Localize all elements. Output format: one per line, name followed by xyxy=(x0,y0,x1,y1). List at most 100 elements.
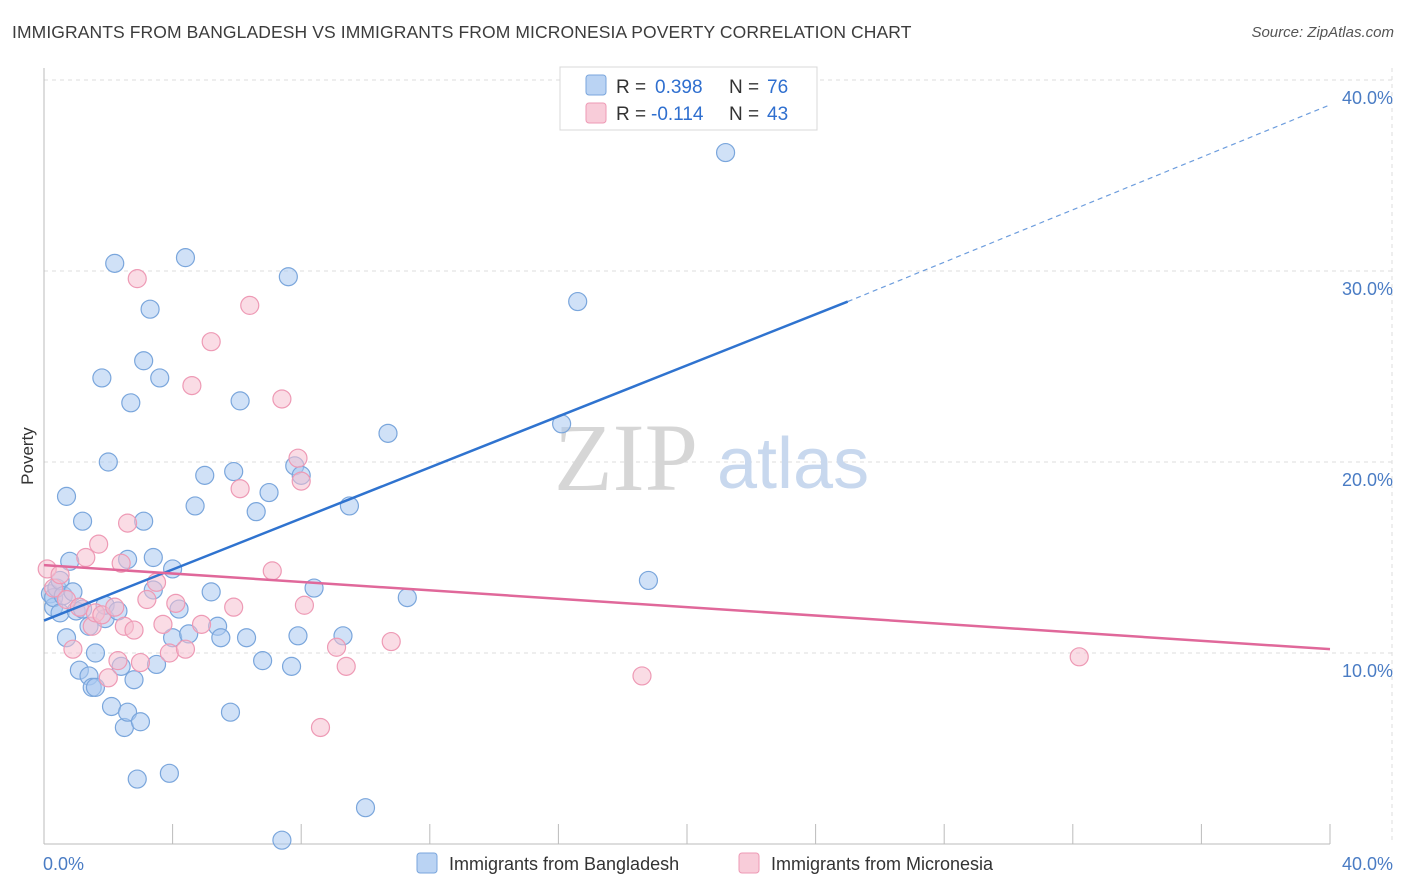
legend-n-value-bangladesh: 76 xyxy=(767,77,788,98)
watermark-atlas: atlas xyxy=(717,424,869,504)
points-layer xyxy=(37,142,1089,850)
bangladesh-point-41 xyxy=(150,368,170,388)
bangladesh-point-39 xyxy=(143,547,163,568)
chart-title: IMMIGRANTS FROM BANGLADESH VS IMMIGRANTS… xyxy=(12,22,912,42)
bangladesh-point-42 xyxy=(159,763,179,783)
micronesia-trend-line xyxy=(43,563,1331,651)
micronesia-point-11 xyxy=(98,668,118,688)
legend-n-value-micronesia: 43 xyxy=(767,104,788,125)
bangladesh-trend-extension xyxy=(847,104,1331,303)
bottom-legend-swatch-micronesia xyxy=(738,852,760,874)
bangladesh-point-48 xyxy=(185,496,205,516)
y-tick-label-2: 30.0% xyxy=(1342,279,1393,299)
bangladesh-point-31 xyxy=(121,393,141,413)
bangladesh-point-61 xyxy=(278,267,298,287)
bangladesh-point-74 xyxy=(638,570,659,591)
bangladesh-point-56 xyxy=(236,628,257,648)
watermark: ZIP atlas xyxy=(554,404,869,511)
y-axis-label: Poverty xyxy=(18,427,37,485)
bangladesh-point-32 xyxy=(124,670,144,690)
bottom-legend-label-bangladesh: Immigrants from Bangladesh xyxy=(449,854,679,874)
bangladesh-point-18 xyxy=(85,643,106,663)
legend-r-value-micronesia: -0.114 xyxy=(651,104,704,125)
legend-swatch-micronesia xyxy=(585,102,607,124)
bangladesh-point-73 xyxy=(568,291,588,312)
micronesia-point-35 xyxy=(291,471,311,491)
bangladesh-point-54 xyxy=(224,461,244,482)
bottom-legend: Immigrants from Bangladesh Immigrants fr… xyxy=(416,852,994,874)
bangladesh-point-62 xyxy=(281,656,302,676)
micronesia-point-22 xyxy=(153,614,173,634)
axes-layer xyxy=(43,68,1331,845)
bangladesh-point-59 xyxy=(259,482,279,503)
bangladesh-point-70 xyxy=(378,423,398,443)
legend-n-label-micronesia: N = xyxy=(729,104,759,125)
bangladesh-point-35 xyxy=(134,351,154,371)
x-tick-label-1: 40.0% xyxy=(1342,854,1393,874)
micronesia-point-4 xyxy=(63,639,83,659)
micronesia-point-36 xyxy=(294,595,315,615)
bangladesh-trend-line xyxy=(43,300,849,622)
legend-r-label-micronesia: R = xyxy=(616,104,646,125)
bangladesh-point-30 xyxy=(117,702,138,722)
x-tick-label-0: 0.0% xyxy=(43,854,84,874)
legend-r-label-bangladesh: R = xyxy=(616,77,646,98)
micronesia-point-26 xyxy=(182,376,202,396)
micronesia-point-41 xyxy=(632,666,652,686)
legend-n-label-bangladesh: N = xyxy=(729,77,759,98)
micronesia-point-33 xyxy=(272,389,292,409)
micronesia-point-27 xyxy=(191,614,212,634)
micronesia-point-2 xyxy=(50,565,70,585)
micronesia-point-16 xyxy=(117,513,138,533)
bangladesh-point-8 xyxy=(56,486,77,506)
micronesia-point-32 xyxy=(262,561,282,581)
bangladesh-point-52 xyxy=(211,628,231,648)
micronesia-point-38 xyxy=(326,637,347,657)
micronesia-point-42 xyxy=(1069,647,1089,667)
bangladesh-point-24 xyxy=(101,696,122,717)
micronesia-point-28 xyxy=(201,332,221,352)
micronesia-point-20 xyxy=(137,589,157,610)
bangladesh-point-33 xyxy=(127,769,147,789)
bangladesh-point-71 xyxy=(397,588,417,608)
micronesia-point-13 xyxy=(108,651,128,671)
y-tick-label-1: 20.0% xyxy=(1342,470,1393,490)
bottom-legend-swatch-bangladesh xyxy=(416,852,438,874)
bangladesh-point-36 xyxy=(134,511,154,531)
micronesia-point-17 xyxy=(124,620,144,640)
bangladesh-point-53 xyxy=(220,702,241,722)
bangladesh-point-46 xyxy=(175,248,196,268)
bangladesh-point-55 xyxy=(230,391,250,411)
micronesia-point-23 xyxy=(159,643,179,663)
micronesia-point-24 xyxy=(166,593,186,613)
bangladesh-point-57 xyxy=(246,502,266,522)
legend-r-value-bangladesh: 0.398 xyxy=(655,77,703,98)
grid-layer xyxy=(44,68,1393,844)
bangladesh-point-75 xyxy=(715,142,736,163)
micronesia-point-37 xyxy=(310,717,331,738)
bangladesh-point-60 xyxy=(272,830,292,850)
bottom-legend-label-micronesia: Immigrants from Micronesia xyxy=(771,854,994,874)
micronesia-point-30 xyxy=(230,479,250,499)
bangladesh-point-25 xyxy=(105,253,125,273)
bangladesh-point-23 xyxy=(98,452,118,472)
micronesia-point-39 xyxy=(336,656,356,676)
trend-layer xyxy=(43,104,1331,651)
bangladesh-point-37 xyxy=(140,299,160,319)
bangladesh-point-19 xyxy=(85,677,106,697)
legend-swatch-bangladesh xyxy=(585,74,607,96)
micronesia-point-34 xyxy=(288,448,308,468)
bangladesh-point-34 xyxy=(130,712,151,732)
micronesia-point-6 xyxy=(76,547,96,568)
micronesia-point-18 xyxy=(127,269,147,289)
y-tick-label-3: 40.0% xyxy=(1342,88,1393,108)
micronesia-point-40 xyxy=(381,631,401,652)
micronesia-point-12 xyxy=(105,597,125,617)
bangladesh-point-64 xyxy=(288,626,308,646)
bangladesh-point-20 xyxy=(92,368,112,388)
micronesia-point-29 xyxy=(224,597,244,617)
bangladesh-point-58 xyxy=(253,651,273,671)
source-credit: Source: ZipAtlas.com xyxy=(1251,24,1394,41)
bangladesh-point-14 xyxy=(72,511,93,531)
